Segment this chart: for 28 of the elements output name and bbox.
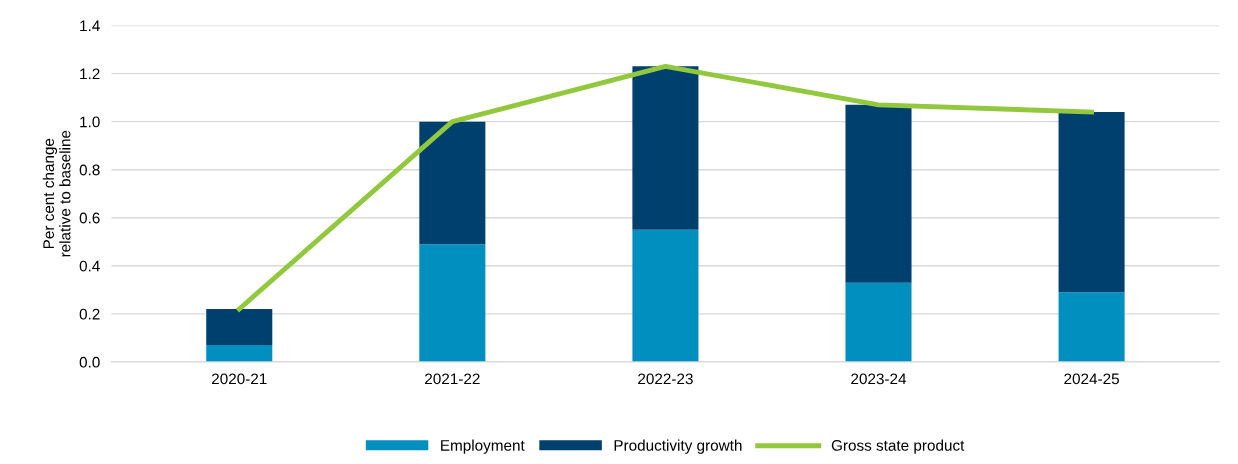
bar: [206, 309, 273, 346]
bar: [632, 229, 699, 362]
y-axis-title: Per cent change relative to baseline: [42, 130, 71, 257]
y-tick-label: 0.6: [79, 212, 100, 224]
x-tick-label: 2020-21: [212, 373, 267, 385]
legend-label: Productivity growth: [614, 439, 742, 454]
bar: [1058, 112, 1125, 293]
x-tick-label: 2024-25: [1064, 373, 1119, 385]
legend-label: Employment: [441, 439, 525, 454]
y-tick-label: 1.4: [80, 20, 100, 32]
y-tick-label: 0.2: [79, 308, 100, 320]
bar: [1058, 292, 1125, 362]
x-tick-label: 2021-22: [425, 373, 480, 385]
x-tick-label: 2022-23: [638, 373, 693, 385]
bar: [419, 121, 486, 245]
bar: [845, 282, 912, 362]
line-series: [236, 63, 1095, 312]
bar: [845, 104, 912, 283]
y-tick-label: 1.2: [80, 68, 100, 80]
bar: [632, 66, 699, 230]
bar: [206, 345, 273, 362]
y-tick-label: 0.4: [79, 260, 100, 272]
bar: [419, 244, 486, 362]
x-tick-label: 2023-24: [851, 373, 907, 385]
y-tick-label: 0.8: [79, 164, 100, 176]
y-tick-label: 0.0: [79, 356, 100, 368]
y-tick-label: 1.0: [80, 116, 100, 128]
legend-label: Gross state product: [831, 439, 965, 454]
